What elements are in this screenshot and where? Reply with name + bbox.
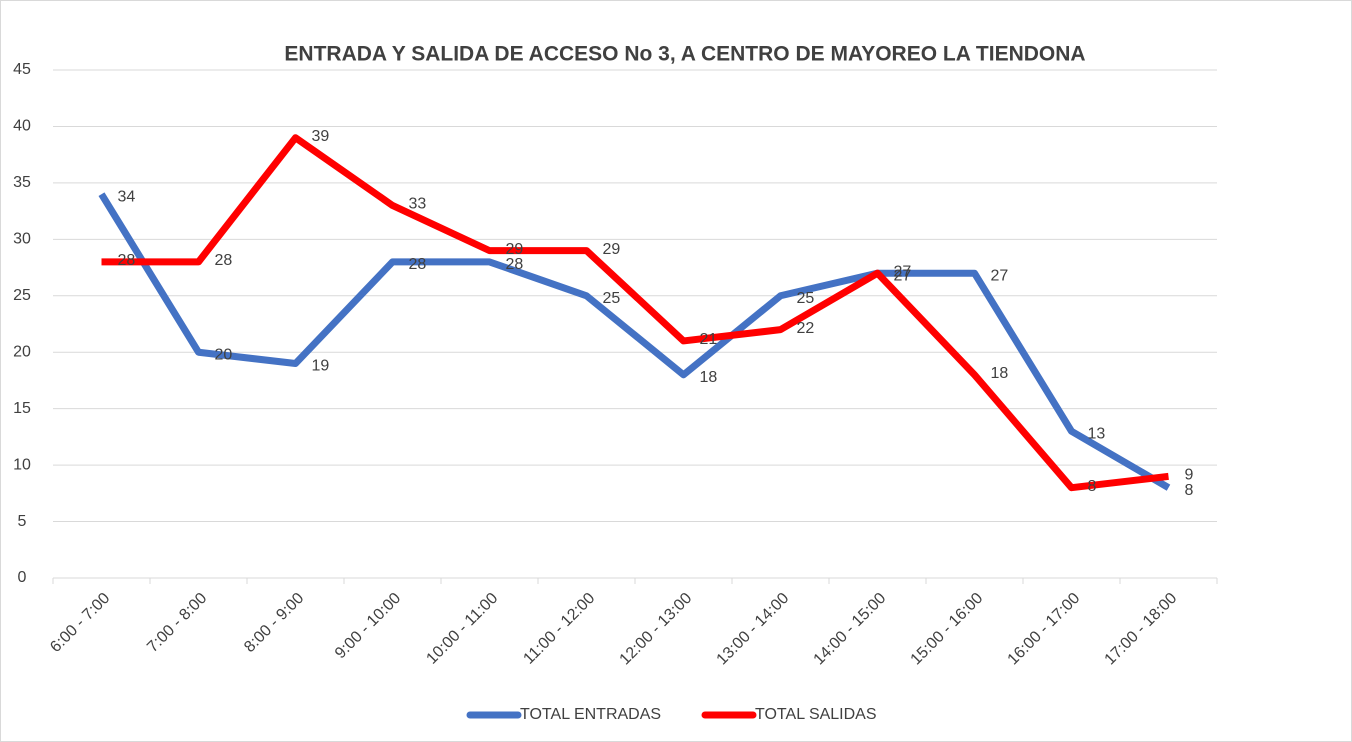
data-label: 25	[797, 290, 815, 307]
data-label: 29	[506, 241, 524, 258]
data-label: 13	[1088, 425, 1106, 442]
data-label: 19	[312, 358, 330, 375]
series-line	[98, 192, 1171, 491]
data-label: 18	[700, 369, 718, 386]
y-tick-label: 15	[13, 400, 31, 417]
series-line	[101, 134, 1169, 492]
y-tick-label: 35	[13, 174, 31, 191]
data-label: 18	[991, 365, 1009, 382]
chart-title: ENTRADA Y SALIDA DE ACCESO No 3, A CENTR…	[284, 43, 1085, 66]
data-label: 34	[118, 188, 136, 205]
legend-label: TOTAL ENTRADAS	[520, 706, 661, 723]
data-label: 27	[991, 267, 1009, 284]
y-tick-label: 0	[18, 569, 27, 586]
data-label: 28	[506, 256, 524, 273]
data-label: 20	[215, 346, 233, 363]
data-label: 25	[603, 290, 621, 307]
legend-label: TOTAL SALIDAS	[755, 706, 877, 723]
data-label: 9	[1185, 467, 1194, 484]
y-tick-label: 25	[13, 287, 31, 304]
data-label: 27	[894, 267, 912, 284]
data-label: 8	[1088, 478, 1097, 495]
data-label: 28	[215, 252, 233, 269]
data-label: 28	[409, 256, 427, 273]
data-label: 8	[1185, 482, 1194, 499]
data-label: 27	[894, 263, 912, 280]
data-label: 28	[118, 252, 136, 269]
y-tick-label: 40	[13, 118, 31, 135]
data-label: 29	[603, 241, 621, 258]
data-label: 21	[700, 331, 718, 348]
y-tick-label: 45	[13, 61, 31, 78]
y-tick-label: 30	[13, 231, 31, 248]
y-tick-label: 20	[13, 343, 31, 360]
y-tick-label: 5	[18, 513, 27, 530]
data-label: 22	[797, 320, 815, 337]
data-label: 33	[409, 196, 427, 213]
y-tick-label: 10	[13, 456, 31, 473]
data-label: 39	[312, 128, 330, 145]
